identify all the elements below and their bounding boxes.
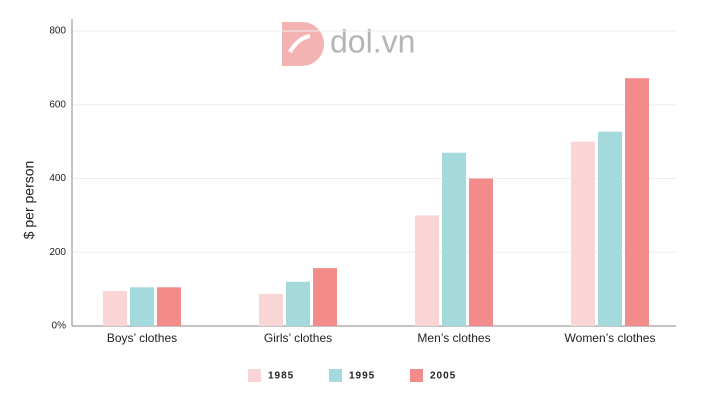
bar bbox=[469, 178, 493, 326]
bar bbox=[625, 78, 649, 326]
x-tick-label-box: Boys’ clothes bbox=[106, 332, 178, 345]
bar bbox=[598, 131, 622, 326]
y-tick-label: 200 bbox=[49, 247, 66, 258]
bar bbox=[157, 287, 181, 326]
watermark: dol.vn bbox=[330, 23, 415, 59]
logo-stroke bbox=[288, 34, 311, 54]
y-tick-label: 0% bbox=[52, 321, 67, 332]
legend-label: 1995 bbox=[349, 371, 375, 382]
x-tick-label: Boys’ clothes bbox=[106, 332, 178, 345]
x-tick-label: Girls’ clothes bbox=[263, 332, 333, 345]
y-tick-label: 400 bbox=[49, 173, 66, 184]
bar bbox=[571, 141, 595, 326]
x-tick-label: Women’s clothes bbox=[564, 332, 656, 345]
y-tick-label: 600 bbox=[49, 99, 66, 110]
legend-swatch bbox=[329, 369, 342, 382]
bar bbox=[313, 268, 337, 326]
legend-swatch bbox=[410, 369, 423, 382]
y-tick-label: 800 bbox=[49, 26, 66, 37]
bar bbox=[442, 152, 466, 326]
bar bbox=[286, 281, 310, 326]
bar bbox=[259, 293, 283, 326]
bar bbox=[415, 215, 439, 326]
bar bbox=[130, 287, 154, 326]
legend-label: 1985 bbox=[268, 371, 294, 382]
watermark-logo bbox=[282, 22, 324, 66]
legend-label: 2005 bbox=[430, 371, 456, 382]
y-axis-label: $ per person bbox=[21, 161, 37, 240]
x-tick-label-box: Men’s clothes bbox=[417, 332, 491, 345]
bar bbox=[103, 290, 127, 326]
x-tick-label-box: Girls’ clothes bbox=[263, 332, 333, 345]
x-tick-label: Men’s clothes bbox=[417, 332, 491, 345]
x-tick-label-box: Women’s clothes bbox=[564, 332, 656, 345]
logo-shape bbox=[282, 22, 324, 66]
legend-swatch bbox=[248, 369, 261, 382]
